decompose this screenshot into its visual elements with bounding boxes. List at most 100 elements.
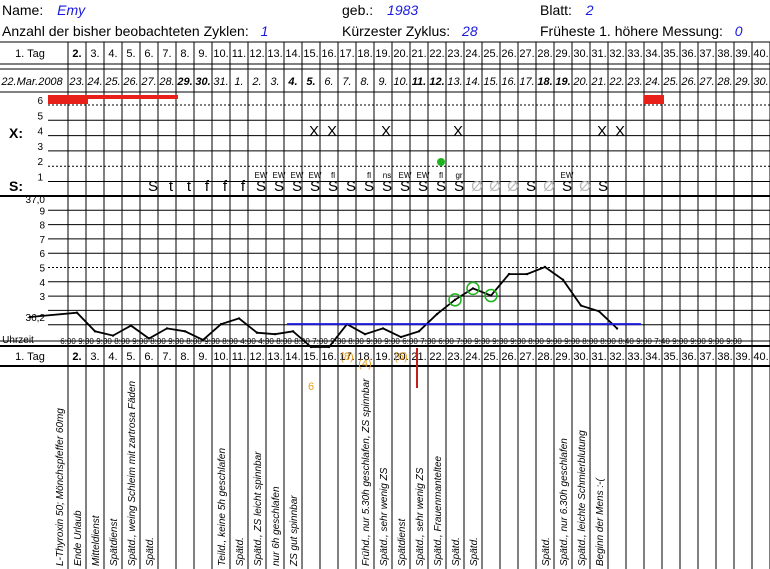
- note-text: Beginn der Mens :-(: [595, 477, 606, 566]
- s-small-label: EW: [399, 171, 412, 180]
- x-mark: X: [327, 123, 337, 140]
- temperature-point: [597, 310, 601, 313]
- day-number-bottom: 6.: [144, 351, 153, 363]
- temperature-point: [93, 330, 97, 333]
- day-number: 39.: [735, 48, 750, 60]
- day-number: 25.: [483, 48, 498, 60]
- day-number: 20.: [393, 48, 408, 60]
- name-value: Emy: [57, 2, 86, 18]
- temperature-point: [327, 345, 331, 349]
- date-label: 16.: [501, 76, 516, 88]
- measurement-time: 9:30: [510, 337, 526, 346]
- measurement-time: 8:30: [348, 337, 364, 346]
- orange-mark: (6): [394, 351, 407, 363]
- day-number-bottom: 3.: [90, 351, 99, 363]
- temperature-point: [28, 315, 32, 319]
- date-label: 28.: [158, 76, 174, 88]
- temp-tick-label: 6: [39, 249, 45, 260]
- day-number-bottom: 31.: [591, 351, 606, 363]
- temperature-point: [183, 330, 187, 333]
- measurement-time: 9:30: [366, 337, 382, 346]
- s-symbol: S: [328, 178, 338, 195]
- date-label: 21.: [590, 76, 606, 88]
- day-number-bottom: 18.: [357, 351, 372, 363]
- day-number-bottom: 14.: [285, 351, 300, 363]
- date-label: 6.: [324, 76, 333, 88]
- day-number: 40.: [753, 48, 768, 60]
- measurement-time: 9:00: [690, 337, 706, 346]
- day-number: 22.: [429, 48, 444, 60]
- day-number: 34.: [645, 48, 660, 60]
- measurement-time: 9:00: [384, 337, 400, 346]
- s-symbol: S: [562, 178, 572, 195]
- x-mark: X: [381, 123, 391, 140]
- s-symbol: t: [187, 178, 192, 195]
- date-label: 31.: [213, 76, 228, 88]
- born-field: geb.: 1983: [342, 2, 418, 18]
- temperature-point: [507, 272, 511, 276]
- date-label: 25.: [104, 76, 120, 88]
- day-number-bottom: 36.: [681, 351, 696, 363]
- day-number: 26.: [501, 48, 516, 60]
- measurement-time: 9:30: [168, 337, 184, 346]
- date-label: 9.: [378, 76, 387, 88]
- cycles-value: 1: [260, 23, 269, 39]
- bleed-tick-label: 3: [37, 142, 43, 153]
- s-small-label: EW: [309, 171, 322, 180]
- note-text: Spätd.: [145, 537, 156, 566]
- temperature-point: [381, 327, 385, 330]
- day-number-bottom: 2.: [72, 351, 81, 363]
- day-number: 5.: [126, 48, 135, 60]
- day-number: 2.: [72, 48, 81, 60]
- day-number-bottom: 39.: [735, 351, 750, 363]
- day-number-bottom: 4.: [108, 351, 117, 363]
- s-symbol: S: [292, 178, 302, 195]
- note-text: Spätd., nur 6.30h geschlafen: [559, 438, 570, 566]
- name-label: Name:: [2, 2, 44, 18]
- day-number-bottom: 35.: [663, 351, 678, 363]
- orange-mark: 6: [308, 381, 314, 393]
- day-number: 18.: [357, 48, 372, 60]
- day-number-bottom: 24.: [465, 351, 480, 363]
- note-text: L-Thyroxin 50; Mönchspfeffer 60mg: [55, 408, 66, 566]
- temperature-point: [417, 330, 421, 333]
- s-symbol: S: [400, 178, 410, 195]
- day-number-bottom: 7.: [162, 351, 171, 363]
- date-label: 15.: [483, 76, 498, 88]
- date-label: 27.: [698, 76, 714, 88]
- date-label: 23.: [68, 76, 84, 88]
- measurement-time: 4:30: [258, 337, 274, 346]
- temperature-point: [237, 317, 241, 320]
- green-dot: [437, 158, 445, 166]
- shortest-value: 28: [462, 23, 478, 39]
- date-label: 30.: [753, 76, 768, 88]
- temperature-point: [435, 312, 439, 316]
- note-text: Spätd.: [541, 537, 552, 566]
- s-symbol: f: [241, 178, 246, 195]
- day-number-bottom: 5.: [126, 351, 135, 363]
- date-label: 18.: [537, 76, 552, 88]
- measurement-time: 7:00: [312, 337, 328, 346]
- note-text: Mitteldienst: [91, 514, 102, 566]
- note-text: Spätdienst: [397, 518, 408, 566]
- day-number-bottom: 19.: [375, 351, 390, 363]
- day-number: 29.: [555, 48, 570, 60]
- measurement-time: 6:00: [438, 337, 454, 346]
- day-number-bottom: 22.: [429, 351, 444, 363]
- measurement-time: 9:30: [492, 337, 508, 346]
- date-label: 7.: [342, 76, 351, 88]
- measurement-time: 9:30: [78, 337, 94, 346]
- day-number-bottom: 12.: [249, 351, 264, 363]
- day-number-bottom: 17.: [339, 351, 354, 363]
- day-number-bottom: 32.: [609, 351, 624, 363]
- day-number: 6.: [144, 48, 153, 60]
- temperature-point: [309, 345, 313, 349]
- temperature-point: [111, 334, 115, 337]
- s-symbol: Ø: [471, 178, 483, 195]
- temp-tick-label: 3: [39, 292, 45, 303]
- born-label: geb.:: [342, 2, 374, 18]
- day-number-bottom: 37.: [699, 351, 714, 363]
- x-mark: X: [309, 123, 319, 140]
- note-text: Spätd., Frauenmanteltee: [433, 455, 444, 566]
- date-label: 13.: [447, 76, 462, 88]
